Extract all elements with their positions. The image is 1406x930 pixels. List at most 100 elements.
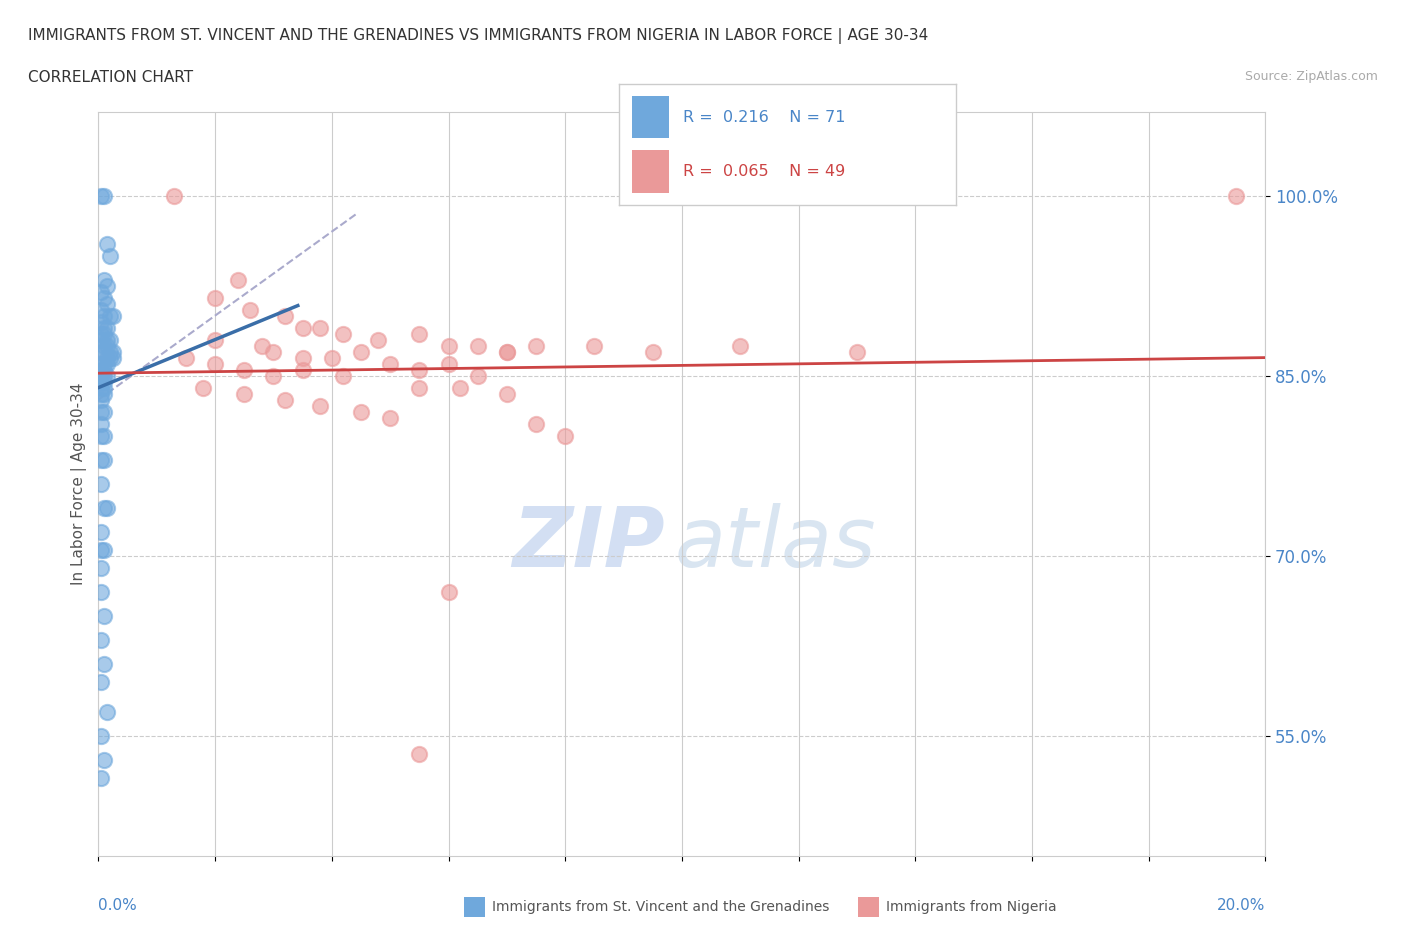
Point [367, 332, 389, 347]
Point [90, 392, 112, 407]
Point [96, 368, 118, 383]
Point [90, 386, 112, 401]
Point [204, 356, 226, 371]
Point [496, 386, 519, 401]
Point [90, 452, 112, 467]
Point [467, 339, 489, 353]
Text: Immigrants from Nigeria: Immigrants from Nigeria [886, 899, 1056, 914]
Bar [633, 96, 669, 138]
Point [101, 344, 124, 359]
Y-axis label: In Labor Force | Age 30-34: In Labor Force | Age 30-34 [72, 382, 87, 585]
Point [350, 344, 373, 359]
Point [524, 416, 547, 431]
Point [93, 188, 115, 203]
Point [204, 290, 226, 305]
Text: R =  0.065    N = 49: R = 0.065 N = 49 [683, 165, 845, 179]
Point [96, 236, 118, 251]
Point [291, 320, 314, 335]
Point [437, 584, 460, 599]
Point [90, 560, 112, 575]
Bar [633, 150, 669, 193]
Point [93, 428, 115, 443]
Point [350, 405, 373, 419]
Point [408, 746, 430, 761]
Point [274, 308, 297, 323]
Point [101, 351, 124, 365]
Text: Source: ZipAtlas.com: Source: ZipAtlas.com [1244, 70, 1378, 83]
Point [554, 428, 576, 443]
Point [93, 339, 115, 353]
Point [96, 320, 118, 335]
Point [96, 296, 118, 311]
Point [93, 752, 115, 767]
Point [263, 344, 285, 359]
Point [263, 368, 285, 383]
Point [90, 302, 112, 317]
Point [90, 525, 112, 539]
Text: ZIP: ZIP [512, 502, 665, 584]
Point [291, 351, 314, 365]
Point [380, 356, 402, 371]
Point [90, 368, 112, 383]
Point [90, 188, 112, 203]
Point [93, 290, 115, 305]
Point [309, 320, 332, 335]
Point [90, 374, 112, 389]
Point [98, 248, 121, 263]
Point [93, 368, 115, 383]
Point [467, 368, 489, 383]
Point [93, 405, 115, 419]
Point [90, 728, 112, 743]
Point [98, 351, 121, 365]
Point [96, 278, 118, 293]
Point [93, 374, 115, 389]
Text: R =  0.216    N = 71: R = 0.216 N = 71 [683, 110, 845, 125]
Point [96, 339, 118, 353]
Point [641, 344, 664, 359]
Point [233, 362, 256, 377]
Point [93, 386, 115, 401]
Point [437, 339, 460, 353]
Point [291, 362, 314, 377]
Point [730, 339, 752, 353]
Point [274, 392, 297, 407]
Point [321, 351, 343, 365]
Point [90, 584, 112, 599]
Point [98, 332, 121, 347]
Point [90, 428, 112, 443]
Point [332, 326, 354, 341]
Point [408, 380, 430, 395]
Text: Immigrants from St. Vincent and the Grenadines: Immigrants from St. Vincent and the Gren… [492, 899, 830, 914]
Point [93, 362, 115, 377]
Point [98, 308, 121, 323]
Point [93, 320, 115, 335]
Point [93, 542, 115, 557]
Point [449, 380, 471, 395]
Point [90, 356, 112, 371]
Point [437, 356, 460, 371]
Point [174, 351, 197, 365]
Point [96, 356, 118, 371]
Point [90, 344, 112, 359]
Point [96, 500, 118, 515]
Point [96, 332, 118, 347]
Point [93, 326, 115, 341]
Point [90, 770, 112, 785]
Point [204, 332, 226, 347]
Text: IMMIGRANTS FROM ST. VINCENT AND THE GRENADINES VS IMMIGRANTS FROM NIGERIA IN LAB: IMMIGRANTS FROM ST. VINCENT AND THE GREN… [28, 28, 928, 44]
Point [90, 380, 112, 395]
Point [93, 608, 115, 623]
Text: 20.0%: 20.0% [1218, 897, 1265, 912]
Point [233, 386, 256, 401]
Point [193, 380, 215, 395]
Point [583, 339, 606, 353]
Point [96, 351, 118, 365]
Point [380, 410, 402, 425]
Point [250, 339, 273, 353]
Point [496, 344, 519, 359]
Point [332, 368, 354, 383]
Point [90, 314, 112, 329]
Point [408, 362, 430, 377]
Point [163, 188, 186, 203]
Point [93, 356, 115, 371]
